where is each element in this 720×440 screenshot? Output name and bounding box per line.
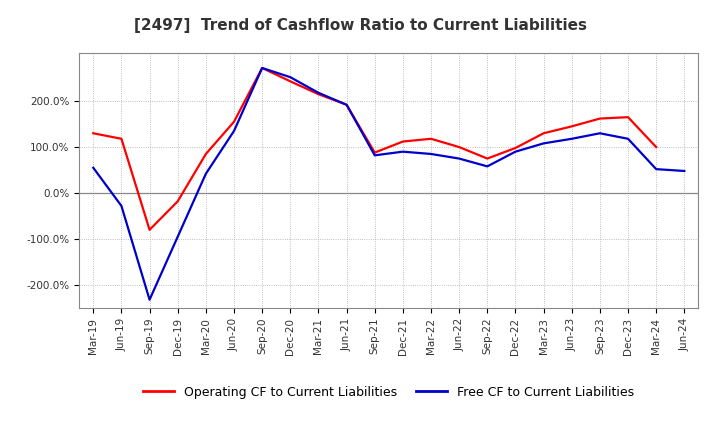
Operating CF to Current Liabilities — [539, 131, 548, 136]
Free CF to Current Liabilities — [89, 165, 98, 170]
Free CF to Current Liabilities — [202, 171, 210, 176]
Operating CF to Current Liabilities — [342, 102, 351, 107]
Operating CF to Current Liabilities — [117, 136, 126, 141]
Free CF to Current Liabilities — [680, 169, 688, 174]
Operating CF to Current Liabilities — [174, 199, 182, 204]
Free CF to Current Liabilities — [286, 74, 294, 80]
Legend: Operating CF to Current Liabilities, Free CF to Current Liabilities: Operating CF to Current Liabilities, Fre… — [143, 386, 634, 399]
Free CF to Current Liabilities — [117, 203, 126, 209]
Operating CF to Current Liabilities — [652, 144, 660, 150]
Text: [2497]  Trend of Cashflow Ratio to Current Liabilities: [2497] Trend of Cashflow Ratio to Curren… — [133, 18, 587, 33]
Free CF to Current Liabilities — [145, 297, 154, 302]
Line: Free CF to Current Liabilities: Free CF to Current Liabilities — [94, 68, 684, 300]
Free CF to Current Liabilities — [230, 128, 238, 134]
Operating CF to Current Liabilities — [370, 150, 379, 155]
Free CF to Current Liabilities — [595, 131, 604, 136]
Operating CF to Current Liabilities — [567, 124, 576, 129]
Free CF to Current Liabilities — [539, 141, 548, 146]
Free CF to Current Liabilities — [455, 156, 464, 161]
Free CF to Current Liabilities — [624, 136, 632, 141]
Operating CF to Current Liabilities — [202, 151, 210, 157]
Operating CF to Current Liabilities — [314, 92, 323, 97]
Operating CF to Current Liabilities — [399, 139, 408, 144]
Operating CF to Current Liabilities — [511, 145, 520, 150]
Operating CF to Current Liabilities — [258, 65, 266, 70]
Operating CF to Current Liabilities — [624, 114, 632, 120]
Free CF to Current Liabilities — [567, 136, 576, 141]
Free CF to Current Liabilities — [427, 151, 436, 157]
Operating CF to Current Liabilities — [483, 156, 492, 161]
Free CF to Current Liabilities — [342, 102, 351, 107]
Free CF to Current Liabilities — [652, 166, 660, 172]
Operating CF to Current Liabilities — [286, 79, 294, 84]
Operating CF to Current Liabilities — [427, 136, 436, 141]
Line: Operating CF to Current Liabilities: Operating CF to Current Liabilities — [94, 68, 656, 230]
Free CF to Current Liabilities — [483, 164, 492, 169]
Operating CF to Current Liabilities — [145, 227, 154, 232]
Free CF to Current Liabilities — [399, 149, 408, 154]
Free CF to Current Liabilities — [370, 153, 379, 158]
Free CF to Current Liabilities — [314, 90, 323, 95]
Free CF to Current Liabilities — [174, 234, 182, 239]
Operating CF to Current Liabilities — [455, 144, 464, 150]
Free CF to Current Liabilities — [511, 149, 520, 154]
Operating CF to Current Liabilities — [89, 131, 98, 136]
Free CF to Current Liabilities — [258, 65, 266, 70]
Operating CF to Current Liabilities — [595, 116, 604, 121]
Operating CF to Current Liabilities — [230, 119, 238, 125]
